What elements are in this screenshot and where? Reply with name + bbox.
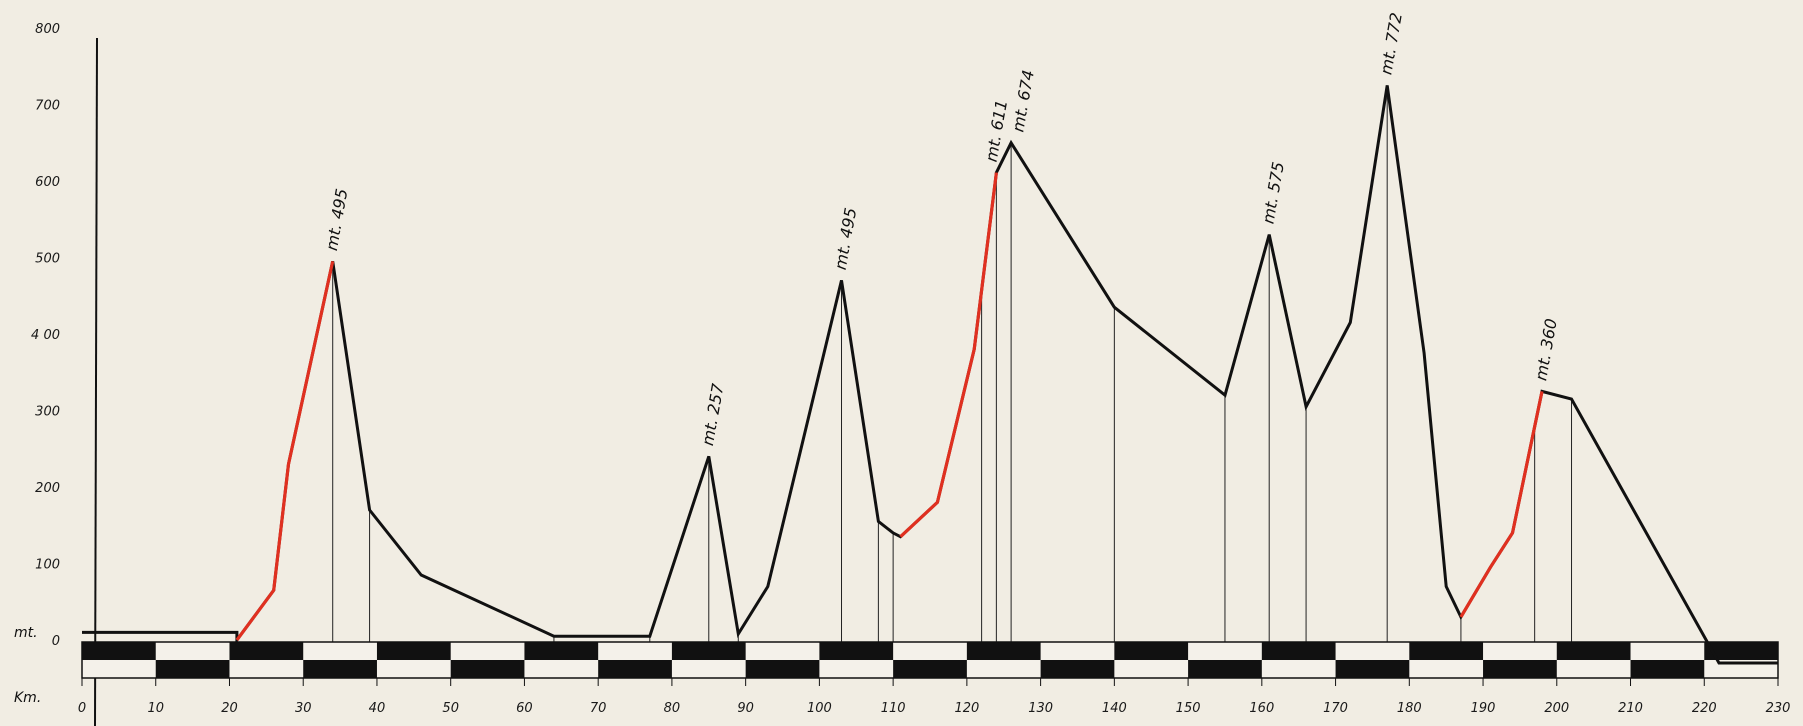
climb-segment-line [1459, 391, 1544, 618]
scale-bar-segment [671, 642, 746, 660]
axes [94, 37, 98, 726]
x-tick-label: 30 [295, 701, 312, 716]
x-tick-label: 210 [1618, 701, 1643, 716]
scale-bar-segment [966, 642, 1041, 660]
y-tick-label: 700 [35, 99, 60, 114]
scale-bar-segment [893, 660, 967, 678]
scale-bar-segment [82, 642, 156, 660]
y-tick-label: 0 [52, 634, 60, 649]
y-tick-label: 100 [35, 558, 60, 573]
x-tick-label: 200 [1544, 701, 1569, 716]
scale-bar-segment [376, 642, 451, 660]
scale-bar-segment [1114, 642, 1189, 660]
x-tick-label: 150 [1176, 701, 1201, 716]
x-tick-label: 40 [369, 701, 386, 716]
elevation-profile [82, 85, 1778, 665]
scale-bar-segment [450, 660, 525, 678]
y-tick-label: 800 [35, 22, 60, 37]
scale-bar-segment [229, 642, 304, 660]
x-tick-label: 110 [881, 701, 906, 716]
scale-bar-segment [745, 660, 820, 678]
y-tick-label: 600 [35, 175, 60, 190]
x-tick-label: 180 [1397, 701, 1422, 716]
x-tick-label: 20 [221, 701, 238, 716]
x-tick-label: 60 [516, 701, 533, 716]
x-tick-label: 70 [590, 701, 607, 716]
x-tick-label: 140 [1102, 701, 1127, 716]
x-tick-label: 50 [442, 701, 459, 716]
x-tick-label: 160 [1249, 701, 1274, 716]
scale-bar-segment [1040, 660, 1115, 678]
scale-bar-outline [81, 641, 1779, 679]
x-tick-label: 120 [954, 701, 979, 716]
x-tick-label: 90 [737, 701, 754, 716]
x-tick-label: 0 [78, 701, 86, 716]
y-tick-label: 200 [35, 481, 60, 496]
scale-bar-segment [1335, 660, 1410, 678]
scale-bar-segment [303, 660, 377, 678]
x-tick-label: 190 [1471, 701, 1496, 716]
y-tick-label: 300 [35, 405, 60, 420]
y-tick-label: 4 00 [31, 328, 60, 343]
scale-bar-segment [155, 660, 230, 678]
scale-bar-segment [598, 660, 672, 678]
y-tick-label: 500 [35, 252, 60, 267]
scale-bar-segment [524, 642, 599, 660]
x-tick-label: 130 [1028, 701, 1053, 716]
climb-segment-line [899, 172, 998, 538]
y-tick-labels: 0 100 200 300 4 00 500 600 700 800 [31, 22, 60, 649]
climb-segment-line [235, 260, 335, 641]
scale-bar-segment [1483, 660, 1557, 678]
y-unit-label: mt. [14, 625, 38, 641]
scale-bar-segment [1630, 660, 1705, 678]
scale-bar-segment [1188, 660, 1262, 678]
vertical-reference-lines [236, 85, 1720, 678]
x-unit-label: Km. [14, 690, 41, 706]
x-tick-label: 80 [664, 701, 681, 716]
scale-bar-segment [1261, 642, 1336, 660]
x-tick-labels: 0 10 20 30 40 50 60 70 80 90 100 110 120 130 140 150 160… [78, 678, 1791, 716]
x-tick-label: 230 [1766, 701, 1791, 716]
x-tick-label: 10 [147, 701, 164, 716]
x-tick-label: 220 [1692, 701, 1717, 716]
x-tick-label: 100 [807, 701, 832, 716]
km-scale-bar [81, 641, 1779, 679]
scale-bar-segment [1409, 642, 1484, 660]
y-axis-line [94, 37, 98, 726]
scale-bar-segment [819, 642, 894, 660]
scale-bar-segment [1556, 642, 1631, 660]
x-tick-label: 170 [1323, 701, 1348, 716]
scale-bar-segment [1704, 642, 1778, 660]
